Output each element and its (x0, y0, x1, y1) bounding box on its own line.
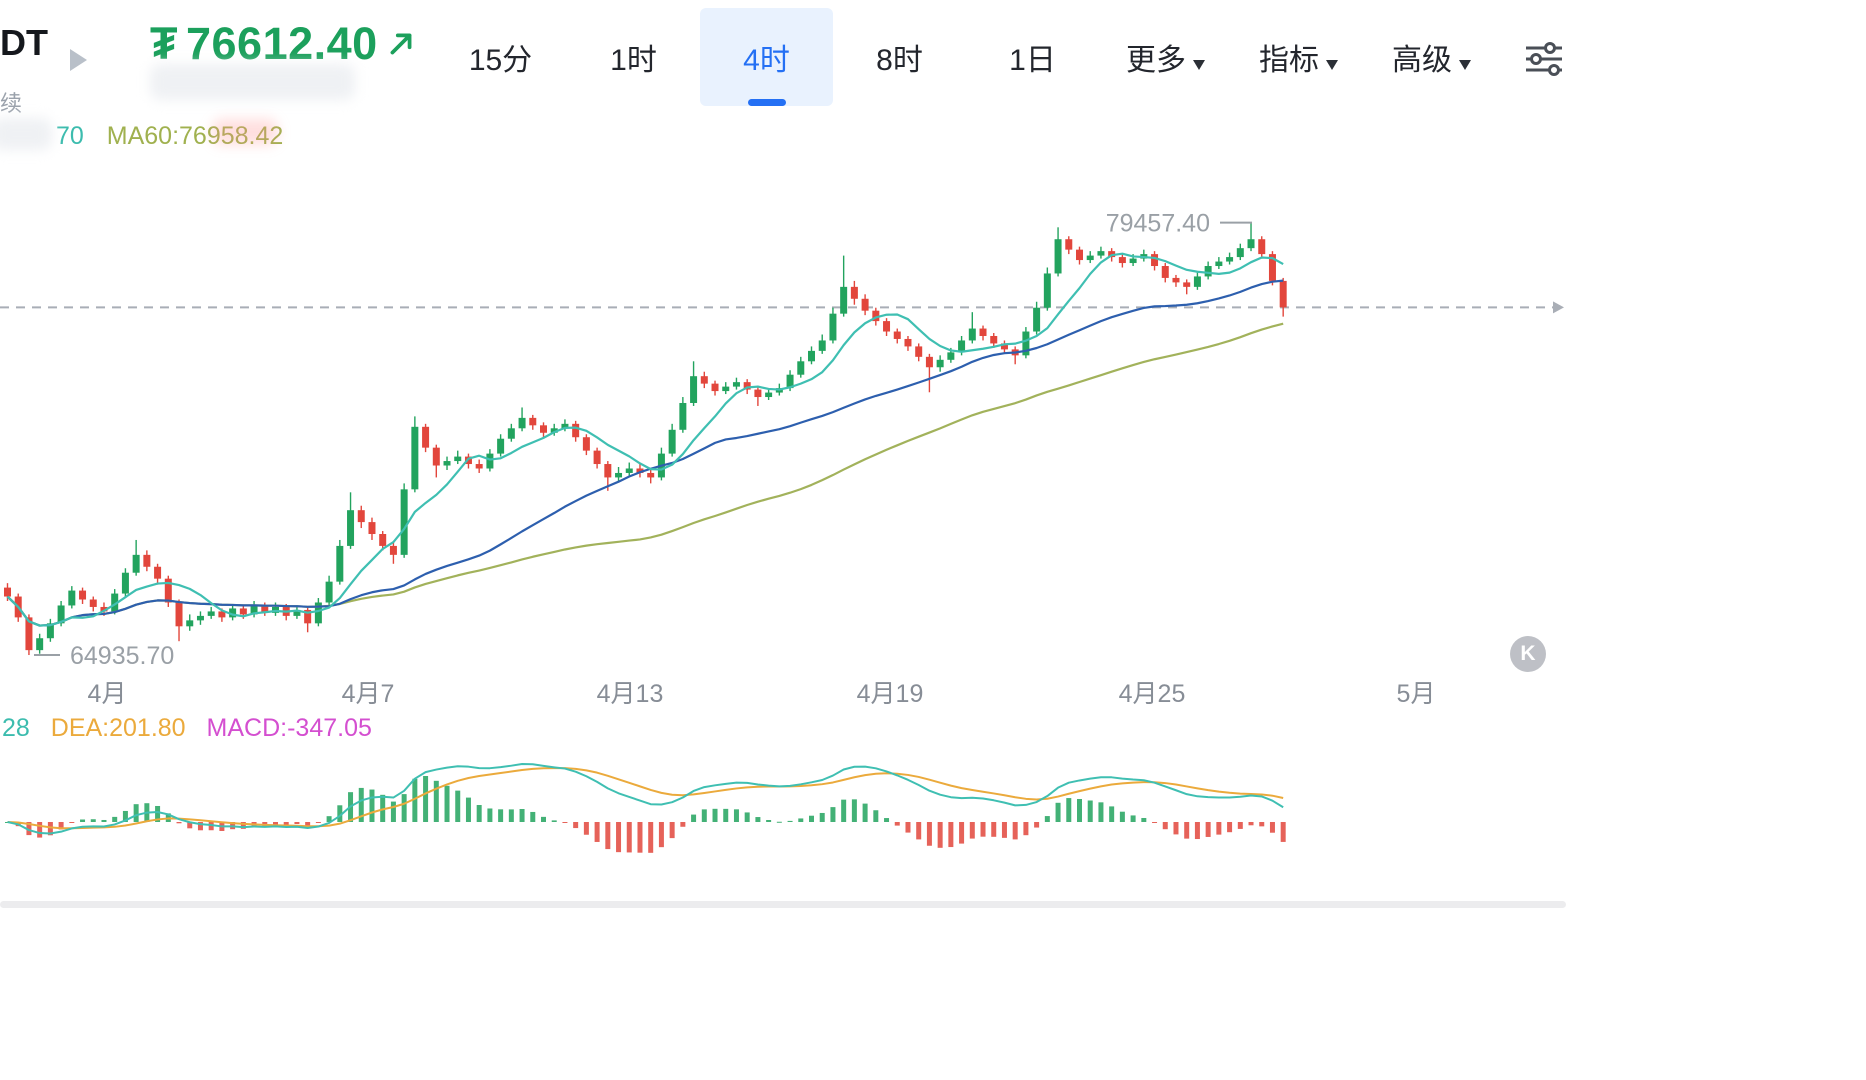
censor-blur (212, 119, 278, 145)
svg-text:5月: 5月 (1397, 680, 1436, 708)
contract-type-label: 续 (0, 91, 23, 116)
macd-dif-partial-value: 28 (2, 714, 30, 742)
currency-symbol: ₮ (150, 18, 178, 69)
k-line-toggle-button[interactable]: K (1510, 636, 1546, 672)
tab-1h[interactable]: 1时 (610, 44, 657, 77)
symbol-name: DT (0, 22, 48, 63)
ma-lines-layer (6, 252, 1284, 627)
tab-4h[interactable]: 4时 (700, 8, 833, 106)
ma60-value: MA60:76958.42 (106, 122, 284, 150)
chevron-down-icon (1326, 60, 1338, 70)
tab-15min[interactable]: 15分 (468, 44, 533, 77)
macd-dea-value: DEA:201.80 (50, 714, 186, 742)
svg-text:4月19: 4月19 (857, 680, 924, 708)
last-price: ₮ 76612.40 (150, 18, 416, 70)
panel-resize-handle[interactable] (0, 901, 1566, 908)
last-price-value: 76612.40 (186, 18, 378, 69)
svg-text:4月: 4月 (88, 680, 127, 708)
tab-1d[interactable]: 1日 (1009, 44, 1056, 77)
menu-indicators[interactable]: 指标 (1232, 8, 1365, 106)
macd-value: MACD:-347.05 (206, 714, 372, 742)
ma-indicator-labels: 70 MA60:76958.42 (0, 122, 283, 151)
macd-lines-layer (7, 763, 1284, 835)
header: DT 续 ₮ 76612.40 15分 1时 4时 8时 1日 更多 指标 高级 (0, 0, 1866, 118)
chevron-down-icon (1459, 60, 1471, 70)
menu-more[interactable]: 更多 (1099, 8, 1232, 106)
svg-text:4月7: 4月7 (342, 680, 395, 708)
censor-blur (0, 118, 52, 150)
expand-arrow-icon[interactable] (70, 49, 87, 71)
price-line-layer (0, 301, 1566, 314)
ma-partial-value: 70 (56, 122, 84, 150)
x-axis-layer: 4月 4月7 4月13 4月19 4月25 5月 (88, 680, 1436, 708)
menu-advanced[interactable]: 高级 (1365, 8, 1498, 106)
menu-advanced-label: 高级 (1392, 44, 1452, 77)
annotations-layer: 79457.40 64935.70 (34, 210, 1252, 670)
censor-blur (150, 64, 355, 100)
chevron-down-icon (1193, 60, 1205, 70)
chart-settings-icon[interactable] (1524, 42, 1564, 76)
macd-indicator-labels: 28 DEA:201.80 MACD:-347.05 (2, 714, 372, 743)
trend-up-icon (390, 33, 412, 55)
candles-layer (4, 222, 1287, 656)
svg-text:64935.70: 64935.70 (70, 642, 174, 670)
svg-text:4月13: 4月13 (597, 680, 664, 708)
tab-8h[interactable]: 8时 (876, 44, 923, 77)
timeframe-tabs: 15分 1时 4时 8时 1日 更多 指标 高级 (434, 8, 1498, 108)
menu-indicators-label: 指标 (1259, 44, 1319, 77)
svg-text:79457.40: 79457.40 (1106, 210, 1210, 238)
svg-text:4月25: 4月25 (1119, 680, 1186, 708)
menu-more-label: 更多 (1126, 44, 1186, 77)
